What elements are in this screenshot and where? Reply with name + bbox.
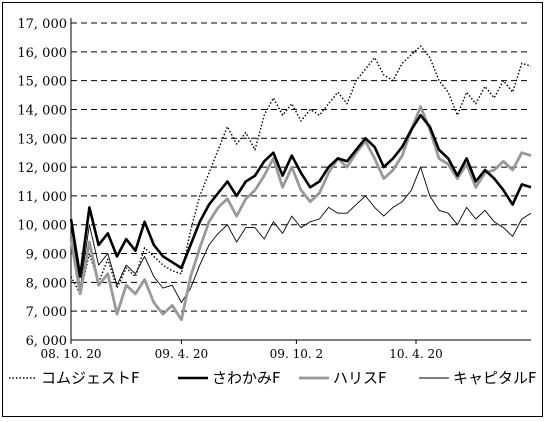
- grid-lines: [71, 22, 531, 312]
- y-tick-label: 17, 000: [17, 17, 67, 32]
- x-axis: 08. 10. 20 09. 4. 20 09. 10. 2 10. 4. 20: [40, 339, 531, 361]
- series-line-4: [70, 166, 532, 303]
- legend: コムジェストF さわかみF ハリスF キャピタルF: [9, 369, 537, 387]
- line-chart: 6, 000 7, 000 8, 000 9, 000 10, 000 11, 000 12…: [9, 17, 537, 387]
- series-line-2: [69, 113, 532, 278]
- legend-label: さわかみF: [212, 369, 281, 387]
- series-line-1: [70, 45, 532, 295]
- y-tick-label: 6, 000: [26, 334, 67, 349]
- legend-label: コムジェストF: [41, 369, 140, 387]
- y-axis: 6, 000 7, 000 8, 000 9, 000 10, 000 11, 000 12…: [17, 17, 72, 349]
- y-tick-label: 10, 000: [17, 219, 67, 234]
- x-tick-label: 09. 10. 2: [270, 347, 323, 361]
- y-tick-label: 9, 000: [26, 248, 67, 263]
- x-tick-label: 10. 4. 20: [389, 347, 442, 361]
- y-tick-label: 14, 000: [17, 103, 67, 118]
- legend-label: ハリスF: [333, 369, 387, 387]
- chart-frame: 6, 000 7, 000 8, 000 9, 000 10, 000 11, 000 12…: [2, 2, 543, 417]
- y-tick-label: 15, 000: [17, 75, 67, 90]
- x-tick-label: 08. 10. 20: [40, 347, 101, 361]
- y-tick-label: 7, 000: [26, 305, 67, 320]
- legend-label: キャピタルF: [453, 369, 537, 387]
- y-tick-label: 13, 000: [17, 132, 67, 147]
- plot-area: [69, 45, 532, 322]
- series-line-3: [69, 105, 532, 322]
- y-tick-label: 12, 000: [17, 161, 67, 176]
- x-tick-label: 09. 4. 20: [155, 347, 208, 361]
- y-tick-label: 11, 000: [17, 190, 67, 205]
- y-tick-label: 16, 000: [17, 46, 67, 61]
- y-tick-label: 8, 000: [26, 276, 67, 291]
